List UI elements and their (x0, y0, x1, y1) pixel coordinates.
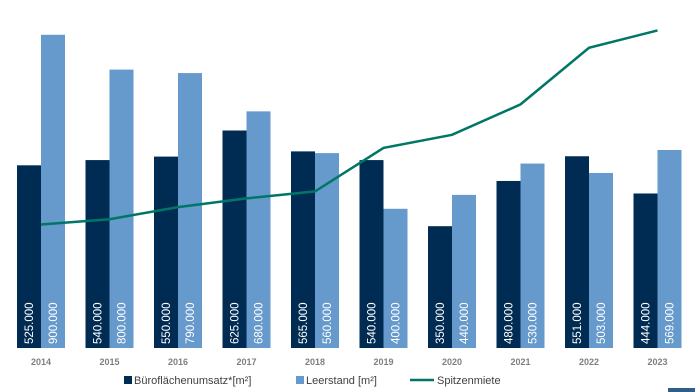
bar-label-leerstand-2016: 790.000 (185, 302, 197, 344)
bar-umsatz-2022 (565, 156, 589, 348)
x-tick-2017: 2017 (236, 357, 256, 367)
corner-mark (668, 388, 695, 392)
bar-leerstand-2020 (452, 194, 476, 348)
x-tick-2020: 2020 (442, 357, 462, 367)
bar-label-umsatz-2016: 550.000 (161, 302, 173, 344)
bar-label-leerstand-2017: 680.000 (254, 302, 266, 344)
legend-label-umsatz: Büroflächenumsatz*[m²] (134, 375, 251, 387)
legend-label-leerstand: Leerstand [m²] (306, 375, 377, 387)
bar-umsatz-2018 (291, 151, 315, 348)
line-group (40, 29, 658, 226)
bar-leerstand-2018 (315, 153, 339, 348)
bar-label-umsatz-2017: 625.000 (230, 302, 242, 344)
bar-leerstand-2019 (383, 208, 408, 348)
bar-umsatz-2015 (85, 160, 110, 348)
bar-label-leerstand-2023: 569.000 (665, 302, 677, 344)
bar-label-leerstand-2015: 800.000 (117, 302, 129, 344)
x-tick-2015: 2015 (99, 357, 119, 367)
bar-label-umsatz-2023: 444.000 (641, 302, 653, 344)
bar-label-leerstand-2022: 503.000 (596, 302, 608, 344)
x-tick-2021: 2021 (510, 357, 530, 367)
bar-leerstand-2021 (520, 163, 545, 348)
bar-umsatz-2021 (496, 180, 521, 348)
legend-swatch-umsatz (124, 376, 132, 384)
bar-umsatz-2016 (154, 156, 178, 348)
x-tick-2023: 2023 (647, 357, 667, 367)
bar-label-leerstand-2020: 440.000 (459, 302, 471, 344)
line-spitzenmiete (40, 29, 658, 226)
bar-label-umsatz-2021: 480.000 (504, 302, 516, 344)
bar-leerstand-2023 (657, 149, 682, 348)
bar-label-umsatz-2022: 551.000 (572, 302, 584, 344)
bar-umsatz-2023 (633, 193, 658, 348)
legend: Büroflächenumsatz*[m²] Leerstand [m²] Spit… (124, 375, 501, 387)
bar-label-leerstand-2018: 560.000 (322, 302, 334, 344)
bar-leerstand-2016 (178, 73, 202, 348)
bar-label-leerstand-2019: 400.000 (391, 302, 403, 344)
bar-leerstand-2015 (109, 69, 134, 348)
bar-label-umsatz-2018: 565.000 (298, 302, 310, 344)
x-tick-2018: 2018 (305, 357, 325, 367)
x-tick-2022: 2022 (579, 357, 599, 367)
bar-umsatz-2020 (428, 226, 452, 348)
bar-umsatz-2019 (359, 160, 384, 348)
bars-group: 525.000 900.000 540.000 800.000 550.000 790.0… (17, 34, 682, 349)
x-axis-ticks: 2014 2015 2016 2017 2018 2019 2020 2021 2022 2023 (31, 357, 668, 367)
bar-umsatz-2014 (17, 165, 41, 348)
legend-swatch-leerstand (296, 376, 304, 384)
bar-umsatz-2017 (222, 130, 247, 348)
bar-label-umsatz-2014: 525.000 (24, 302, 36, 344)
bar-leerstand-2022 (589, 172, 613, 348)
x-tick-2016: 2016 (168, 357, 188, 367)
bar-label-umsatz-2019: 540.000 (367, 302, 379, 344)
bar-leerstand-2014 (41, 34, 65, 349)
x-tick-2014: 2014 (31, 357, 51, 367)
bar-label-umsatz-2015: 540.000 (93, 302, 105, 344)
bar-label-leerstand-2021: 530.000 (528, 302, 540, 344)
bar-label-umsatz-2020: 350.000 (435, 302, 447, 344)
x-tick-2019: 2019 (373, 357, 393, 367)
bar-label-leerstand-2014: 900.000 (48, 302, 60, 344)
legend-label-spitzenmiete: Spitzenmiete (437, 375, 501, 387)
bar-leerstand-2017 (246, 111, 271, 348)
